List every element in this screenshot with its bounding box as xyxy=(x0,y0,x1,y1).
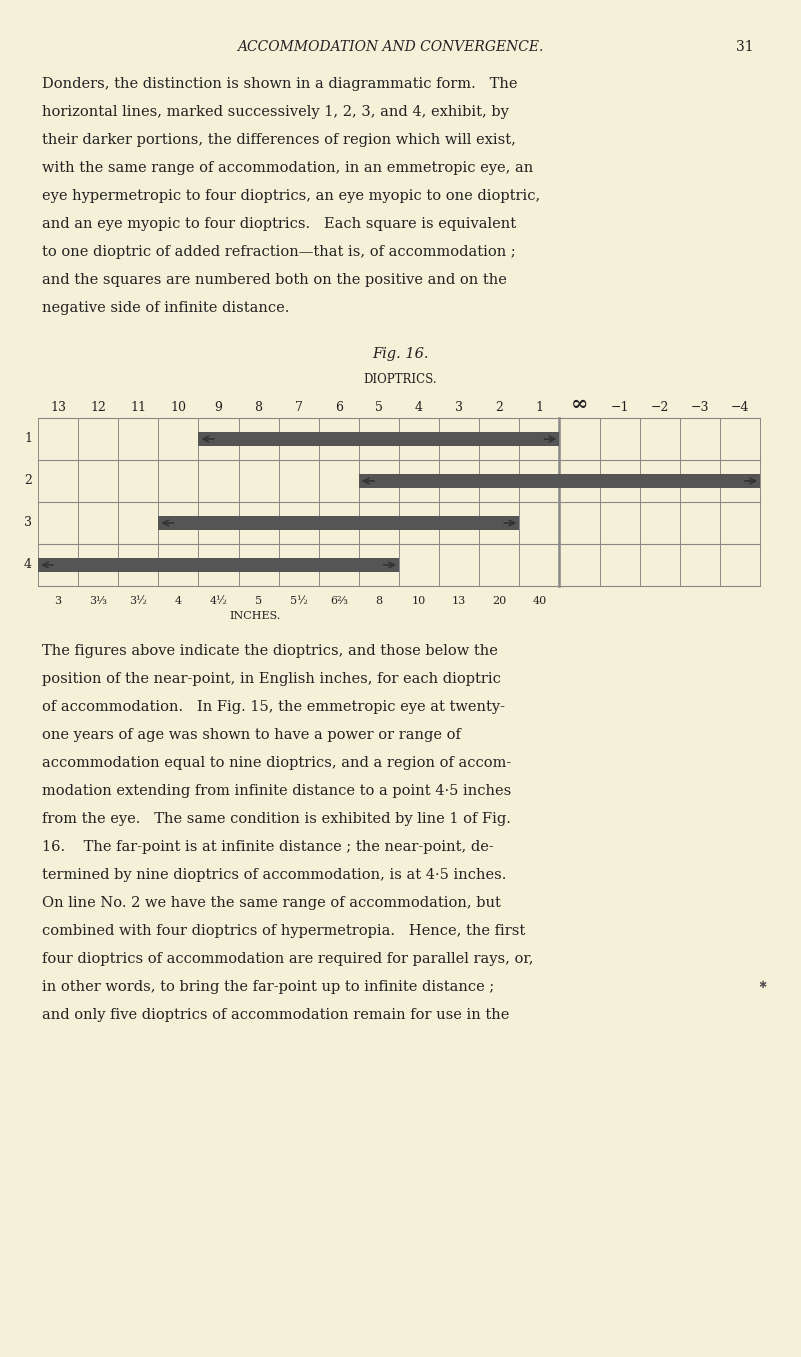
Text: Fig. 16.: Fig. 16. xyxy=(372,347,429,361)
Text: with the same range of accommodation, in an emmetropic eye, an: with the same range of accommodation, in… xyxy=(42,161,533,175)
Text: 4: 4 xyxy=(24,559,32,571)
Text: 9: 9 xyxy=(215,402,223,414)
Text: 20: 20 xyxy=(492,596,506,607)
Text: accommodation equal to nine dioptrics, and a region of accom-: accommodation equal to nine dioptrics, a… xyxy=(42,756,511,769)
Text: negative side of infinite distance.: negative side of infinite distance. xyxy=(42,301,289,315)
Text: and the squares are numbered both on the positive and on the: and the squares are numbered both on the… xyxy=(42,273,507,286)
Text: ACCOMMODATION AND CONVERGENCE.: ACCOMMODATION AND CONVERGENCE. xyxy=(237,39,543,54)
Text: termined by nine dioptrics of accommodation, is at 4·5 inches.: termined by nine dioptrics of accommodat… xyxy=(42,868,506,882)
Text: 5½: 5½ xyxy=(290,596,308,607)
Text: −3: −3 xyxy=(690,402,709,414)
Text: to one dioptric of added refraction—that is, of accommodation ;: to one dioptric of added refraction—that… xyxy=(42,246,516,259)
Text: 5: 5 xyxy=(255,596,262,607)
Text: 2: 2 xyxy=(495,402,503,414)
Text: −4: −4 xyxy=(731,402,749,414)
Bar xyxy=(159,516,519,531)
Text: 40: 40 xyxy=(532,596,546,607)
Text: 12: 12 xyxy=(91,402,106,414)
Text: 3: 3 xyxy=(455,402,463,414)
Text: Donders, the distinction is shown in a diagrammatic form.   The: Donders, the distinction is shown in a d… xyxy=(42,77,517,91)
Text: horizontal lines, marked successively 1, 2, 3, and 4, exhibit, by: horizontal lines, marked successively 1,… xyxy=(42,104,509,119)
Text: and only five dioptrics of accommodation remain for use in the: and only five dioptrics of accommodation… xyxy=(42,1008,509,1022)
Text: 1: 1 xyxy=(535,402,543,414)
Text: 11: 11 xyxy=(131,402,147,414)
Text: −1: −1 xyxy=(610,402,629,414)
Text: The figures above indicate the dioptrics, and those below the: The figures above indicate the dioptrics… xyxy=(42,645,498,658)
Text: 16.    The far-point is at infinite distance ; the near-point, de-: 16. The far-point is at infinite distanc… xyxy=(42,840,493,854)
Text: 4: 4 xyxy=(175,596,182,607)
Text: four dioptrics of accommodation are required for parallel rays, or,: four dioptrics of accommodation are requ… xyxy=(42,953,533,966)
Text: combined with four dioptrics of hypermetropia.   Hence, the first: combined with four dioptrics of hypermet… xyxy=(42,924,525,938)
Text: 10: 10 xyxy=(171,402,187,414)
Text: 5: 5 xyxy=(375,402,383,414)
Text: 31: 31 xyxy=(736,39,754,54)
Text: eye hypermetropic to four dioptrics, an eye myopic to one dioptric,: eye hypermetropic to four dioptrics, an … xyxy=(42,189,540,204)
Text: 8: 8 xyxy=(376,596,383,607)
Text: 13: 13 xyxy=(50,402,66,414)
Text: of accommodation.   In Fig. 15, the emmetropic eye at twenty-: of accommodation. In Fig. 15, the emmetr… xyxy=(42,700,505,714)
Text: INCHES.: INCHES. xyxy=(229,611,280,622)
Text: 2: 2 xyxy=(24,475,32,487)
Text: 4: 4 xyxy=(415,402,423,414)
Bar xyxy=(199,432,559,446)
Text: 7: 7 xyxy=(295,402,303,414)
Text: DIOPTRICS.: DIOPTRICS. xyxy=(363,373,437,385)
Text: 1: 1 xyxy=(24,433,32,445)
Bar xyxy=(359,474,760,489)
Text: 3: 3 xyxy=(24,517,32,529)
Text: 3½: 3½ xyxy=(129,596,147,607)
Text: 3: 3 xyxy=(54,596,62,607)
Text: ✱: ✱ xyxy=(758,980,766,991)
Text: On line No. 2 we have the same range of accommodation, but: On line No. 2 we have the same range of … xyxy=(42,896,501,911)
Text: 3⅓: 3⅓ xyxy=(89,596,107,607)
Text: 8: 8 xyxy=(255,402,263,414)
Text: in other words, to bring the far-point up to infinite distance ;: in other words, to bring the far-point u… xyxy=(42,980,494,993)
Text: −2: −2 xyxy=(650,402,669,414)
Text: 13: 13 xyxy=(452,596,466,607)
Text: 4½: 4½ xyxy=(210,596,227,607)
Text: position of the near-point, in English inches, for each dioptric: position of the near-point, in English i… xyxy=(42,672,501,687)
Text: 10: 10 xyxy=(412,596,426,607)
Text: their darker portions, the differences of region which will exist,: their darker portions, the differences o… xyxy=(42,133,516,147)
Text: modation extending from infinite distance to a point 4·5 inches: modation extending from infinite distanc… xyxy=(42,784,511,798)
Text: 6⅔: 6⅔ xyxy=(330,596,348,607)
Bar xyxy=(38,558,399,573)
Text: and an eye myopic to four dioptrics.   Each square is equivalent: and an eye myopic to four dioptrics. Eac… xyxy=(42,217,516,231)
Text: 6: 6 xyxy=(335,402,343,414)
Text: ∞: ∞ xyxy=(571,394,588,414)
Text: from the eye.   The same condition is exhibited by line 1 of Fig.: from the eye. The same condition is exhi… xyxy=(42,811,511,826)
Text: one years of age was shown to have a power or range of: one years of age was shown to have a pow… xyxy=(42,727,461,742)
